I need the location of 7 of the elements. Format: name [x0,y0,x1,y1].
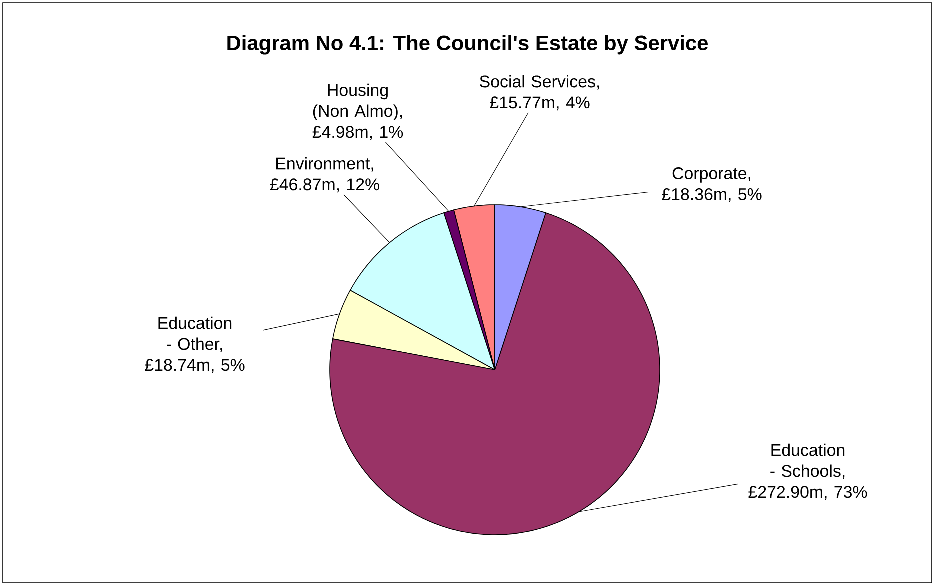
slice-label: Social Services, £15.77m, 4% [480,75,600,111]
slice-label: Environment, £46.87m, 12% [270,157,380,193]
chart-title: Diagram No 4.1: The Council's Estate by Service [228,35,708,55]
slice-label: Education - Schools, £272.90m, 73% [748,444,868,500]
slice-label: Housing (Non Almo), £4.98m, 1% [312,84,404,140]
slice-label: Education - Other, £18.74m, 5% [145,316,245,374]
slice-label: Corporate, £18.36m, 5% [662,168,762,202]
